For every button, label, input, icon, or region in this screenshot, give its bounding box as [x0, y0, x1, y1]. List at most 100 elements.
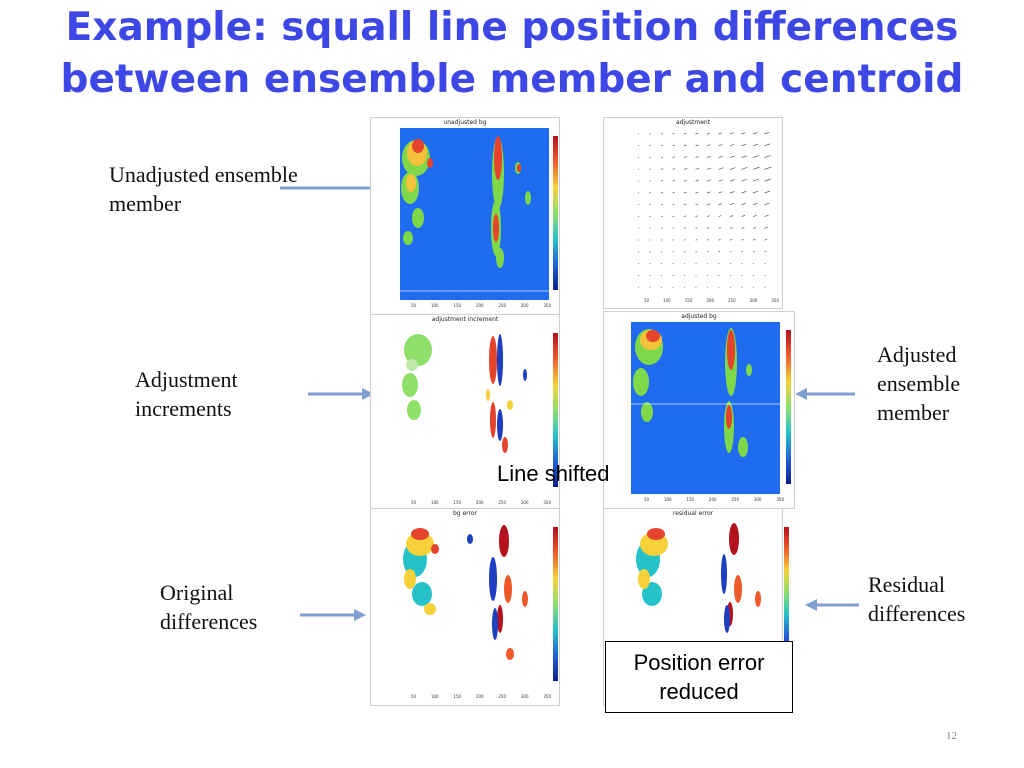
vector-arrow [729, 239, 733, 241]
vector-arrow [706, 215, 710, 217]
label-residual-differences: Residual differences [868, 572, 966, 626]
x-tick: 100 [663, 497, 672, 502]
x-tick: 150 [453, 500, 462, 505]
x-tick: 50 [411, 303, 417, 308]
x-tick: 200 [475, 694, 484, 699]
vector-arrow [764, 178, 771, 182]
x-tick: 300 [753, 497, 762, 502]
vector-arrow [649, 168, 652, 170]
label-adjustment-increments: Adjustment increments [135, 367, 238, 421]
vector-arrow [683, 239, 686, 241]
x-tick: 250 [498, 694, 507, 699]
panel-unadjusted-bg: unadjusted bg 50 100 150 200 250 300 350 [370, 117, 560, 315]
x-tick: 150 [453, 694, 462, 699]
vector-arrow [683, 179, 688, 182]
vector-arrow [741, 203, 746, 206]
vector-arrow [718, 239, 721, 241]
x-tick: 50 [644, 497, 650, 502]
panel-title: adjusted bg [681, 313, 717, 320]
vector-arrow [706, 155, 711, 158]
x-tick: 350 [776, 497, 784, 502]
vector-arrow [741, 167, 748, 170]
panel-title: adjustment increment [431, 316, 499, 323]
vector-arrow [695, 144, 699, 147]
x-tick: 300 [520, 303, 529, 308]
vector-arrow [764, 214, 769, 217]
vector-arrow [718, 203, 723, 206]
panel-bg-error: bg error 50 100 150 200 250 300 350 [370, 508, 560, 706]
label-original-differences: Original differences [160, 580, 258, 634]
vector-arrow [718, 144, 723, 147]
vector-arrow [741, 132, 746, 135]
vector-arrow [672, 132, 675, 135]
vector-arrow [695, 215, 698, 217]
vector-arrow [660, 156, 664, 158]
vector-arrow [764, 238, 768, 241]
vector-arrow [741, 227, 745, 229]
x-tick: 150 [453, 303, 462, 308]
vector-arrow [683, 227, 686, 229]
x-tick: 300 [520, 500, 529, 505]
vector-arrow [718, 251, 721, 253]
vector-arrow [672, 215, 675, 217]
arrow-left-residual [805, 599, 859, 611]
vector-arrow [672, 203, 675, 206]
panel-title: unadjusted bg [443, 119, 487, 126]
vector-arrow [741, 239, 744, 241]
vector-arrow [718, 132, 723, 135]
vector-arrow [752, 132, 758, 135]
x-axis-ticks: 50 100 150 200 250 300 350 [411, 694, 551, 699]
vector-arrow [752, 178, 759, 182]
colorbar [553, 527, 558, 681]
vector-arrow [660, 192, 663, 194]
vector-arrow [706, 132, 711, 135]
vector-arrow [718, 179, 723, 182]
label-unadjusted-member: Unadjusted ensemble member [109, 162, 298, 216]
vector-arrow [672, 168, 676, 170]
x-axis-ticks: 50 100 150 200 250 300 350 [411, 303, 551, 308]
field-plot-increment [400, 325, 549, 497]
vector-arrow [672, 144, 675, 147]
vector-arrow [718, 191, 723, 194]
vector-arrow [706, 191, 711, 194]
vector-arrow [649, 180, 652, 182]
vector-arrow [729, 167, 736, 170]
colorbar [784, 527, 789, 657]
vector-arrow [729, 179, 735, 182]
vector-arrow [752, 239, 756, 241]
vector-arrow [729, 191, 735, 194]
vector-arrow [764, 166, 772, 170]
vector-arrow [718, 215, 722, 217]
vector-arrow [695, 191, 699, 194]
x-tick: 350 [771, 298, 779, 303]
vector-arrow [752, 214, 757, 217]
vector-arrow [672, 191, 675, 194]
vector-arrow [718, 167, 724, 170]
arrow-right-increments [308, 388, 374, 400]
x-tick: 100 [430, 500, 439, 505]
vector-arrow [695, 179, 700, 182]
x-tick: 100 [663, 298, 671, 303]
vector-field-plot [637, 132, 772, 288]
x-tick: 50 [411, 500, 417, 505]
vector-arrow [729, 132, 734, 135]
vector-arrow [729, 143, 735, 147]
x-tick: 350 [543, 694, 551, 699]
x-tick: 300 [520, 694, 529, 699]
vector-arrow [718, 227, 722, 229]
annotation-line-shifted: Line shifted [497, 461, 610, 486]
vector-arrow [752, 155, 759, 158]
vector-arrow [695, 156, 700, 158]
x-tick: 250 [498, 303, 507, 308]
arrow-right-original [300, 609, 366, 621]
vector-arrow [741, 251, 744, 253]
vector-arrow [683, 144, 687, 147]
x-tick: 150 [684, 298, 693, 303]
vector-arrow [683, 132, 687, 135]
vector-arrow [752, 202, 758, 206]
field-plot-unadjusted [400, 128, 549, 300]
vector-arrow [764, 190, 771, 194]
vector-arrow [695, 227, 698, 229]
vector-arrow [741, 191, 747, 194]
colorbar [553, 136, 558, 290]
